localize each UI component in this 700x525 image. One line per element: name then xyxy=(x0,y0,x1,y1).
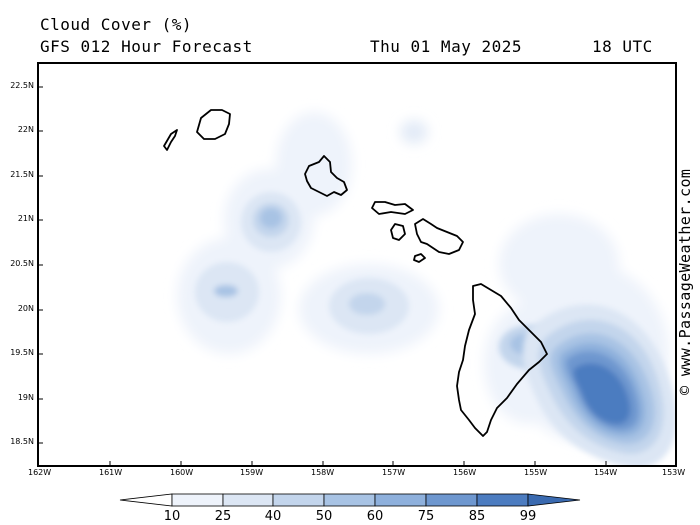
lat-label: 22.5N xyxy=(10,81,34,90)
legend-label: 85 xyxy=(468,509,486,524)
legend-label: 75 xyxy=(417,509,435,524)
lon-label: 158W xyxy=(311,468,335,477)
niihau-island xyxy=(163,129,178,151)
lon-label: 161W xyxy=(99,468,123,477)
legend-cell-arrow-high xyxy=(527,493,581,507)
forecast-time: 18 UTC xyxy=(592,37,653,56)
kahoolawe-island xyxy=(413,253,426,263)
molokai-island xyxy=(371,201,414,215)
lon-label: 157W xyxy=(382,468,406,477)
kauai-island xyxy=(196,109,231,140)
lat-label: 18.5N xyxy=(10,437,34,446)
maui-island xyxy=(414,218,464,255)
lat-label: 21N xyxy=(17,214,34,223)
lon-label: 153W xyxy=(662,468,686,477)
legend-cell xyxy=(272,493,325,507)
legend-cell xyxy=(171,493,224,507)
chart-title: Cloud Cover (%) xyxy=(40,15,192,34)
legend-cell xyxy=(425,493,478,507)
legend-cell-arrow-low xyxy=(119,493,173,507)
lon-label: 156W xyxy=(453,468,477,477)
lat-label: 20N xyxy=(17,304,34,313)
legend-cell xyxy=(476,493,529,507)
lat-label: 21.5N xyxy=(10,170,34,179)
lon-label: 160W xyxy=(170,468,194,477)
coastlines xyxy=(163,109,548,437)
legend-label: 25 xyxy=(214,509,232,524)
lon-label: 159W xyxy=(240,468,264,477)
legend-cell xyxy=(374,493,427,507)
lanai-island xyxy=(390,223,406,241)
legend-label: 10 xyxy=(163,509,181,524)
lon-label: 154W xyxy=(594,468,618,477)
cloud-cover-mid xyxy=(195,192,559,369)
lat-label: 20.5N xyxy=(10,259,34,268)
legend-label: 50 xyxy=(315,509,333,524)
legend-label: 40 xyxy=(264,509,282,524)
map-canvas xyxy=(39,86,675,465)
forecast-subtitle: GFS 012 Hour Forecast xyxy=(40,37,253,56)
lon-label: 155W xyxy=(524,468,548,477)
legend-cell xyxy=(222,493,274,507)
cloud-cover-map xyxy=(37,62,677,467)
lon-label: 162W xyxy=(28,468,52,477)
lat-label: 22N xyxy=(17,125,34,134)
copyright-watermark: © www.PassageWeather.com xyxy=(676,168,694,395)
oahu-island xyxy=(304,155,348,197)
legend-label: 60 xyxy=(366,509,384,524)
forecast-date: Thu 01 May 2025 xyxy=(370,37,522,56)
legend-label: 99 xyxy=(519,509,537,524)
hawaii-big-island xyxy=(456,283,548,437)
lat-label: 19.5N xyxy=(10,348,34,357)
legend-cell xyxy=(323,493,376,507)
lat-label: 19N xyxy=(17,393,34,402)
graticule-ticks xyxy=(39,86,607,465)
cloud-cover-dense xyxy=(523,304,675,465)
